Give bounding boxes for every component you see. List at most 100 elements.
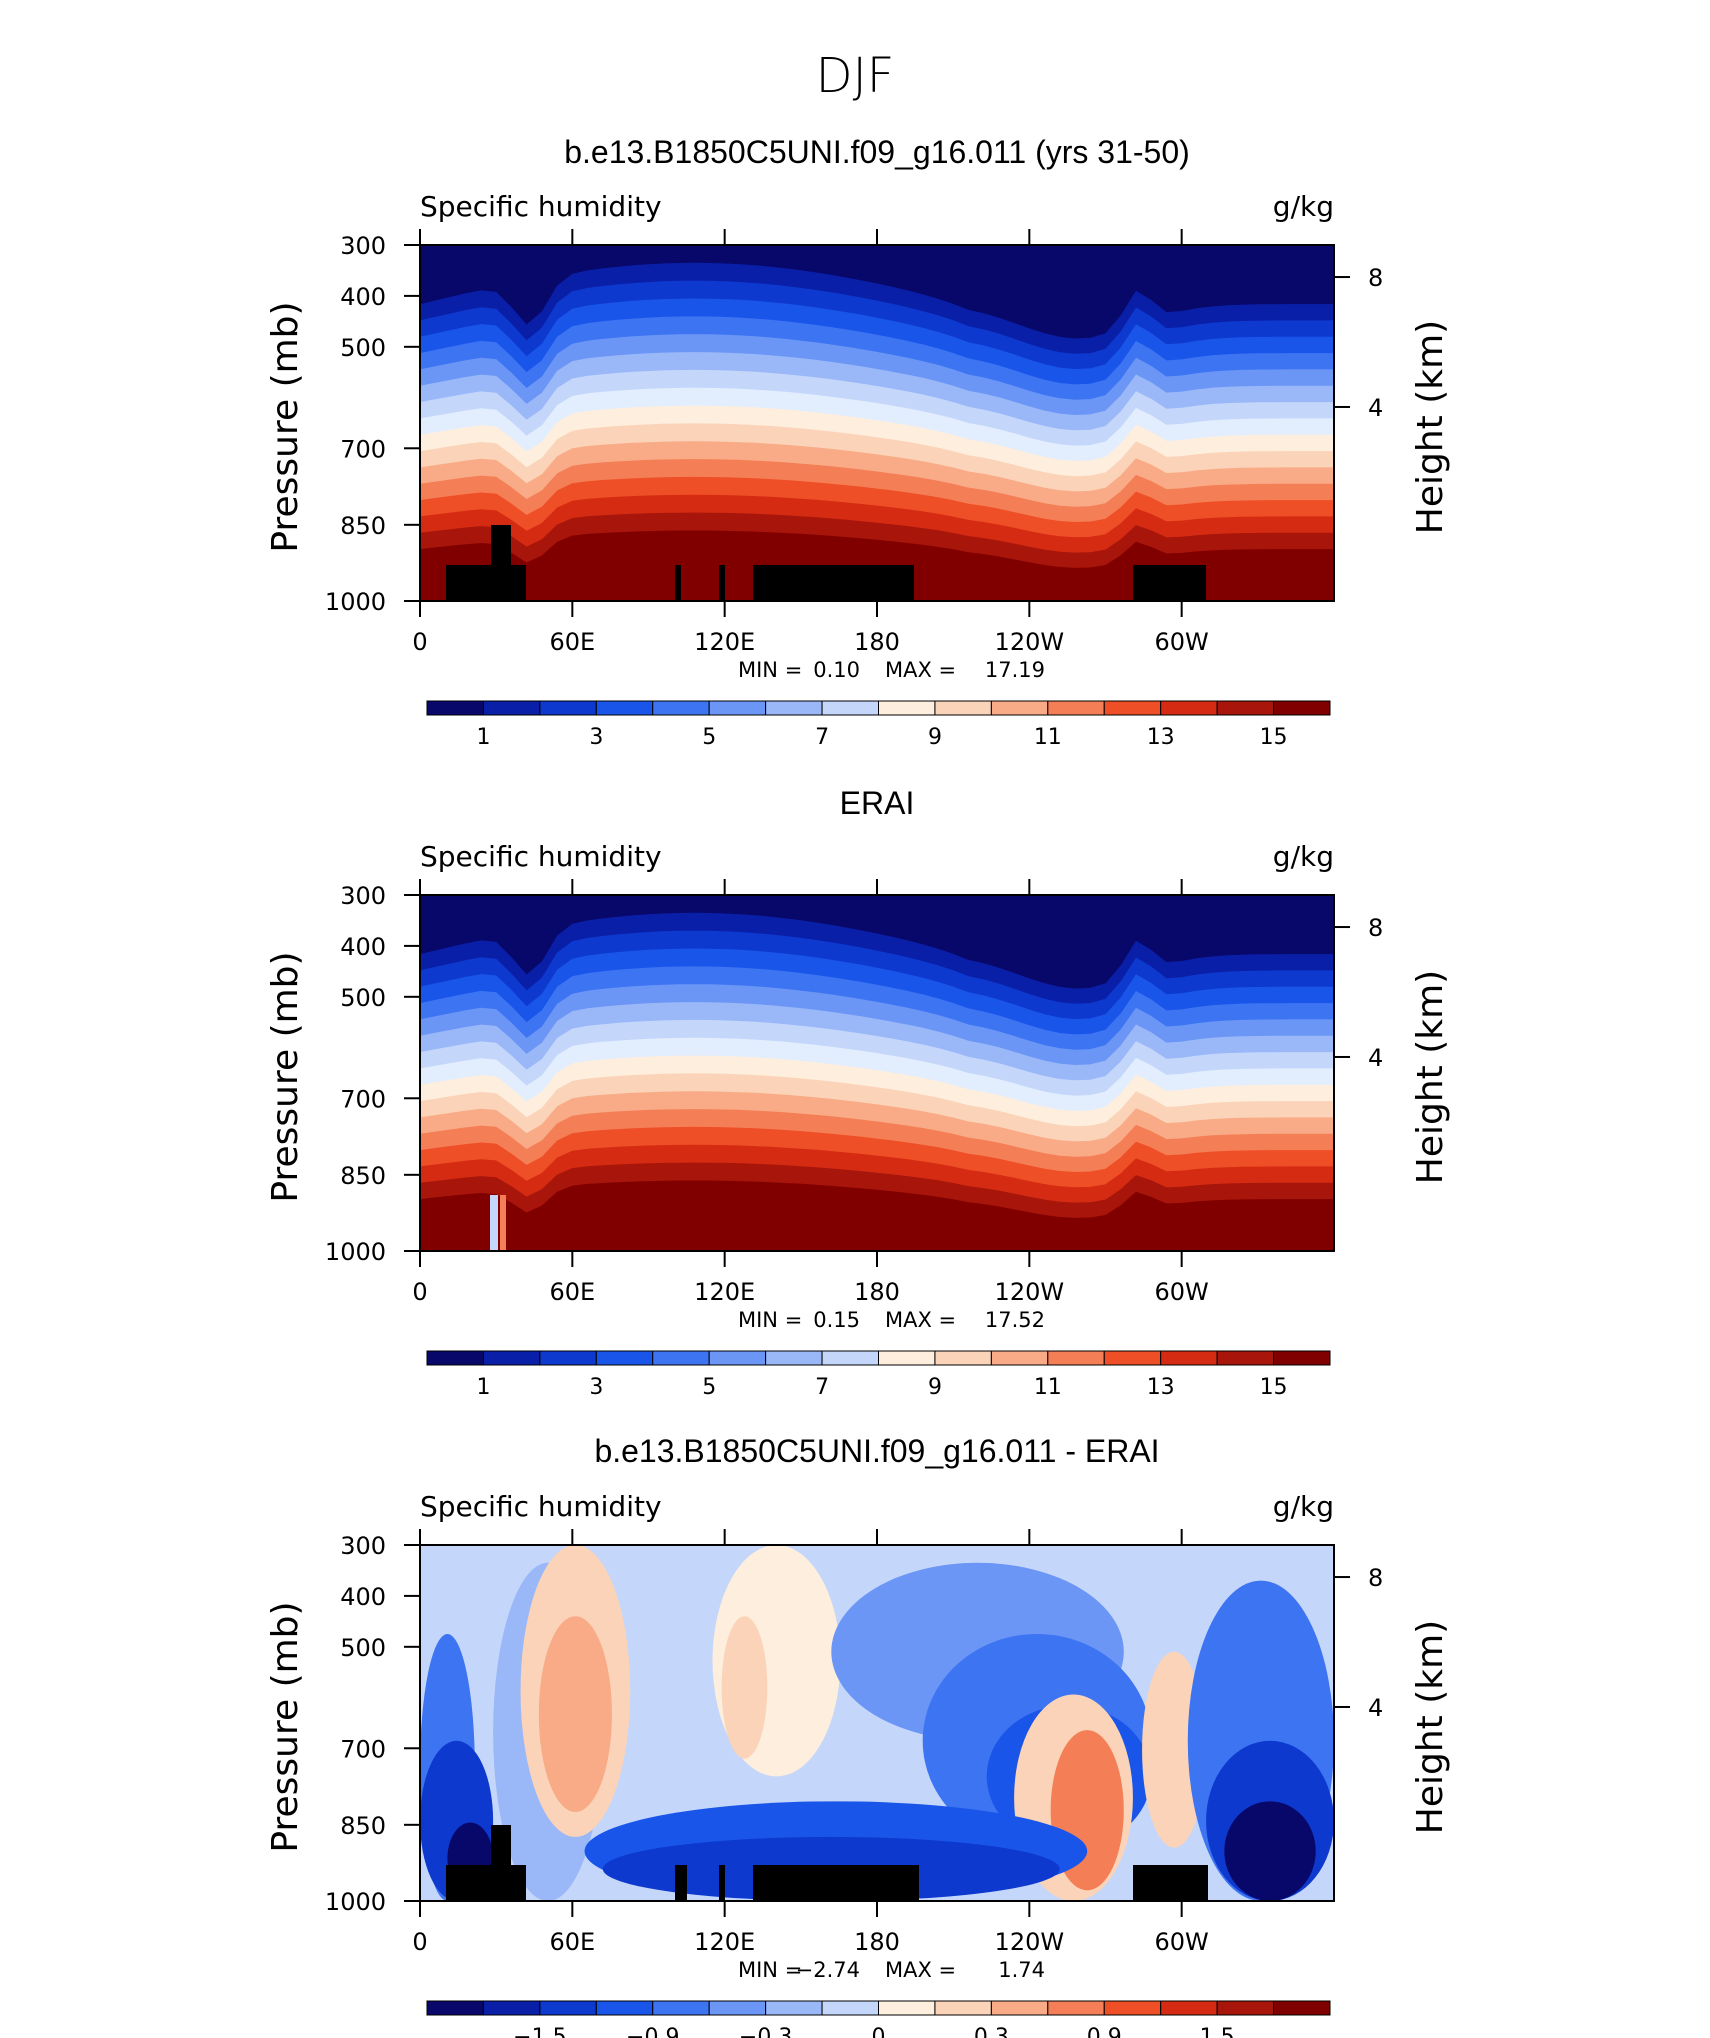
max-value: 17.19 [985,658,1045,682]
max-label: MAX = [885,1958,956,1982]
y-tick-label: 300 [340,882,386,910]
axes: 300 400 500 700 850 1000 8 4 0 60E 120E 180 120W 60W [325,229,1383,656]
colorbar-swatch [595,700,654,716]
x-tick-label: 60W [1155,1928,1209,1956]
colorbar-swatch [652,700,710,716]
colorbar-label: 11 [1034,725,1062,750]
colorbar-swatch [539,2000,597,2016]
colorbar-swatch [990,700,1049,716]
figure-title: DJF [816,48,895,104]
colorbar-label: 1 [476,1375,490,1400]
x-tick-label: 120E [694,1928,755,1956]
colorbar-swatch [821,700,879,716]
y-axis-label: Pressure (mb) [265,951,306,1202]
units-label: g/kg [1273,840,1334,873]
min-value: −2.74 [796,1958,860,1982]
colorbar-label: 13 [1147,1375,1175,1400]
colorbar-label: 15 [1260,1375,1288,1400]
colorbar-swatch [1273,2000,1331,2016]
colorbar-label: 11 [1034,1375,1062,1400]
topography-mask [491,1825,511,1865]
contour-field [420,245,1334,601]
colorbar-label: 3 [589,725,603,750]
x-tick-label: 180 [854,1928,900,1956]
colorbar-swatch [426,2000,484,2016]
colorbar-swatch [821,2000,879,2016]
panel-diff: b.e13.B1850C5UNI.f09_g16.011 - ERAI Spec… [265,1433,1451,2038]
colorbar-label: 0 [872,2025,886,2038]
colorbar-label: 9 [928,725,942,750]
colorbar-swatch [1160,700,1218,716]
variable-label: Specific humidity [420,1490,662,1523]
topography-mask [753,1865,919,1901]
colorbar: −1.5 −0.9 −0.3 0 0.3 0.9 1.5 [426,2000,1331,2038]
colorbar-label: 9 [928,1375,942,1400]
colorbar-swatch [1103,1350,1162,1366]
colorbar-swatch [990,2000,1049,2016]
colorbar-swatch [482,700,541,716]
y2-tick-label: 8 [1368,1564,1383,1592]
x-tick-label: 0 [412,1928,427,1956]
y-tick-label: 850 [340,1812,386,1840]
y-tick-label: 850 [340,512,386,540]
contour-band [490,1195,498,1251]
colorbar-label: 5 [702,1375,716,1400]
contour-band [538,1616,612,1812]
max-value: 17.52 [985,1308,1045,1332]
colorbar-swatch [934,1350,992,1366]
colorbar-swatch [1047,2000,1105,2016]
colorbar-label: 1.5 [1200,2025,1235,2038]
x-tick-label: 0 [412,628,427,656]
contour-band [420,1180,1334,1251]
colorbar-swatch [708,700,767,716]
colorbar-swatch [1047,700,1105,716]
colorbar: 1 3 5 7 9 11 13 15 [426,1350,1331,1400]
colorbar-label: 15 [1260,725,1288,750]
y-tick-label: 500 [340,1634,386,1662]
colorbar-swatch [765,2000,823,2016]
colorbar-swatch [1160,2000,1218,2016]
y-tick-label: 400 [340,1583,386,1611]
x-tick-label: 60W [1155,1278,1209,1306]
colorbar-swatch [652,2000,710,2016]
y-tick-label: 400 [340,283,386,311]
x-tick-label: 120W [995,1928,1065,1956]
x-tick-label: 120E [694,628,755,656]
topography-mask [753,565,914,601]
colorbar-label: 5 [702,725,716,750]
colorbar-swatch [1103,700,1162,716]
y2-tick-label: 8 [1368,264,1383,292]
y-tick-label: 700 [340,435,386,463]
colorbar-swatch [539,1350,597,1366]
topography-mask [719,1865,725,1901]
x-tick-label: 180 [854,628,900,656]
topography-mask [1133,565,1206,601]
colorbar-swatch [1273,1350,1331,1366]
colorbar-swatch [426,700,484,716]
y-tick-label: 1000 [325,1238,386,1266]
x-tick-label: 180 [854,1278,900,1306]
colorbar-label: 7 [815,1375,829,1400]
y2-axis-label: Height (km) [1410,320,1451,534]
y-tick-label: 400 [340,933,386,961]
y2-axis-label: Height (km) [1410,970,1451,1184]
y-tick-label: 1000 [325,588,386,616]
x-tick-label: 120W [995,628,1065,656]
colorbar-swatch [539,700,597,716]
x-tick-label: 60E [549,628,595,656]
x-tick-label: 60E [549,1928,595,1956]
colorbar-swatch [1216,700,1275,716]
colorbar-swatch [765,700,823,716]
panel-model: b.e13.B1850C5UNI.f09_g16.011 (yrs 31-50)… [265,134,1451,750]
colorbar-swatch [934,700,992,716]
y-axis-label: Pressure (mb) [265,301,306,552]
min-label: MIN = [738,1308,802,1332]
colorbar-swatch [1216,1350,1275,1366]
panel-obs: ERAI Specific humidity g/kg 300400500700… [265,785,1451,1400]
panel-title: ERAI [840,785,915,821]
colorbar-swatch [765,1350,823,1366]
colorbar-swatch [821,1350,879,1366]
x-tick-label: 60E [549,1278,595,1306]
contour-band [500,1195,506,1251]
